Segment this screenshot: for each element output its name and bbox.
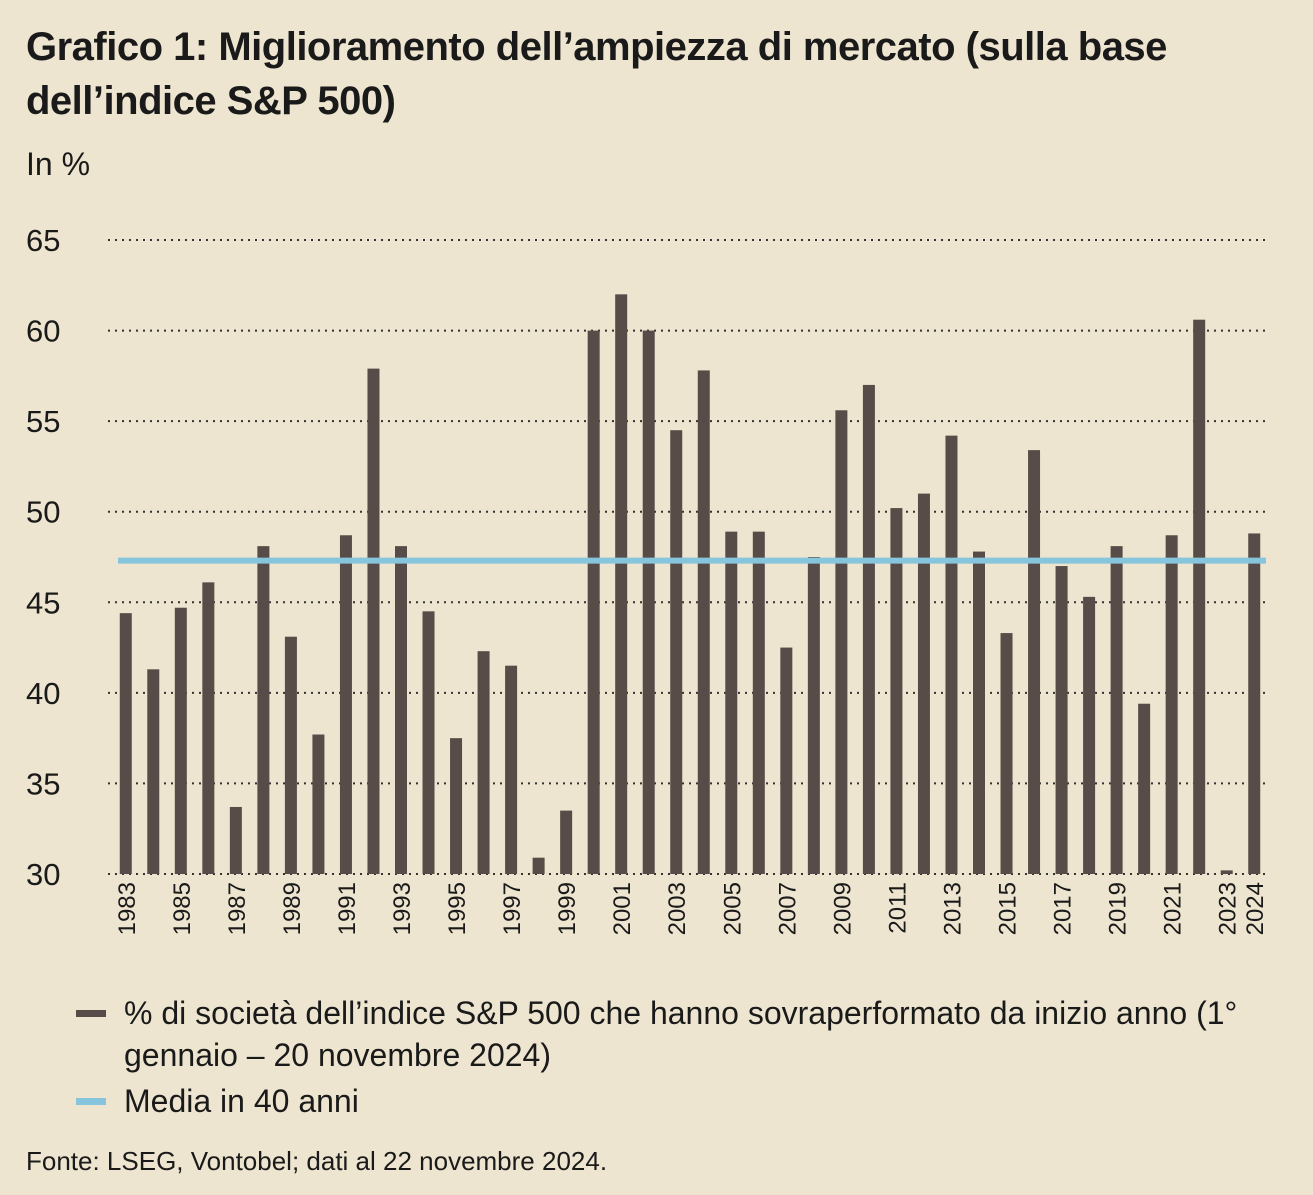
x-tick-label: 2024	[1242, 882, 1269, 935]
legend-label: Media in 40 anni	[124, 1083, 359, 1119]
bar	[202, 582, 215, 874]
bar	[422, 611, 435, 874]
x-tick-label: 2001	[609, 882, 636, 935]
bar	[835, 410, 848, 874]
x-tick-label: 1995	[444, 882, 471, 935]
legend-swatch	[76, 1010, 106, 1017]
bar	[697, 370, 710, 874]
bar	[973, 551, 985, 874]
bar	[1193, 319, 1206, 874]
bar	[532, 857, 545, 874]
bar	[395, 546, 407, 874]
bar	[284, 636, 297, 874]
bar	[1138, 703, 1151, 874]
x-tick-label: 1993	[389, 882, 416, 935]
bar	[917, 493, 930, 874]
bar	[1028, 450, 1041, 874]
y-tick-label: 60	[26, 314, 60, 349]
y-tick-label: 55	[26, 404, 60, 439]
bar	[119, 613, 132, 874]
bar	[1110, 546, 1123, 874]
y-tick-label: 65	[26, 223, 60, 258]
bar	[147, 669, 160, 874]
bar	[1165, 535, 1178, 874]
bar	[670, 430, 683, 874]
bar	[1055, 566, 1068, 874]
bar	[615, 294, 628, 874]
x-tick-label: 2011	[884, 882, 911, 934]
x-tick-label: 2015	[995, 882, 1022, 935]
y-tick-label: 50	[26, 495, 60, 530]
x-tick-label: 1997	[499, 882, 526, 935]
x-tick-label: 2013	[939, 882, 966, 935]
bar	[1248, 533, 1261, 874]
bar	[1220, 870, 1233, 874]
bar	[945, 435, 958, 874]
bar	[807, 557, 820, 874]
source-note: Fonte: LSEG, Vontobel; dati al 22 novemb…	[26, 1146, 608, 1176]
legend-item: % di società dell’indice S&P 500 che han…	[76, 992, 1276, 1076]
x-tick-label: 2017	[1050, 882, 1077, 935]
legend-item: Media in 40 anni	[76, 1080, 1276, 1122]
bar	[229, 806, 242, 874]
x-tick-label: 2009	[829, 882, 856, 935]
y-tick-label: 40	[26, 676, 60, 711]
x-tick-label: 2023	[1215, 882, 1242, 935]
bar	[450, 738, 463, 874]
chart: 30 35 40 45 50 55 60 65 1983 1985 1987 1989 1991 1993…	[26, 223, 1270, 935]
bar	[1083, 596, 1096, 874]
bar	[780, 647, 793, 874]
bar	[752, 531, 765, 874]
legend: % di società dell’indice S&P 500 che han…	[76, 992, 1276, 1126]
y-tick-label: 30	[26, 857, 60, 892]
bar	[312, 734, 325, 874]
x-tick-label: 1999	[554, 882, 581, 935]
y-tick-label: 35	[26, 766, 60, 801]
x-tick-label: 2019	[1105, 882, 1132, 935]
x-tick-label: 1989	[279, 882, 306, 935]
bar	[1000, 633, 1013, 874]
x-tick-label: 1985	[169, 882, 196, 935]
bar	[505, 665, 518, 874]
y-tick-label: 45	[26, 585, 60, 620]
x-tick-label: 1991	[334, 882, 361, 935]
x-tick-label: 2007	[774, 882, 801, 935]
bar	[587, 330, 600, 875]
chart-title: Grafico 1: Miglioramento dell’ampiezza d…	[26, 25, 1167, 123]
x-tick-label: 2003	[664, 882, 691, 935]
x-tick-label: 1983	[114, 882, 141, 935]
bar	[862, 384, 875, 874]
x-tick-label: 1987	[224, 882, 251, 935]
legend-swatch	[76, 1098, 106, 1105]
bar	[477, 651, 490, 874]
bar	[560, 810, 573, 874]
bar	[174, 607, 187, 874]
bar	[339, 535, 352, 874]
y-axis-label: In %	[26, 146, 91, 182]
legend-label: % di società dell’indice S&P 500 che han…	[124, 995, 1238, 1073]
x-tick-label: 2005	[719, 882, 746, 935]
bar	[367, 368, 380, 874]
bar	[642, 330, 655, 875]
bar	[890, 508, 903, 874]
bar	[725, 531, 738, 874]
bar	[257, 546, 270, 874]
x-tick-label: 2021	[1160, 882, 1187, 935]
